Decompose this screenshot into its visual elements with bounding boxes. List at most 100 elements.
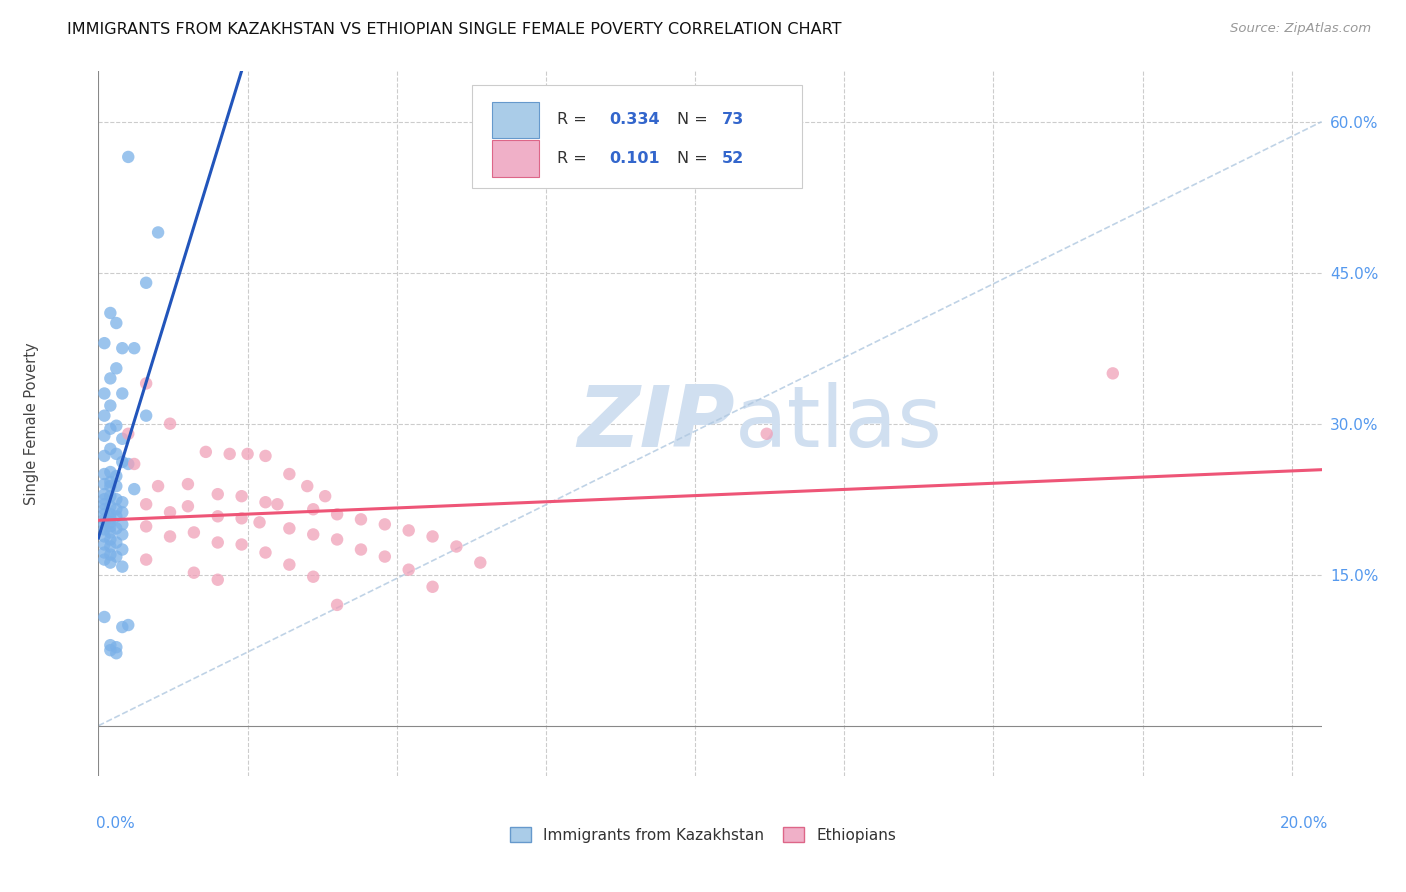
Text: 52: 52 <box>723 152 745 166</box>
Point <box>105 549 128 564</box>
Point <box>98 422 121 436</box>
Bar <box>492 140 538 177</box>
Point <box>117 426 139 441</box>
Point <box>302 502 325 516</box>
Point <box>177 477 200 491</box>
Point <box>111 620 134 634</box>
Point <box>470 556 492 570</box>
Point <box>302 527 325 541</box>
Point <box>105 502 128 516</box>
Point <box>374 517 396 532</box>
Point <box>117 457 139 471</box>
Text: 0.334: 0.334 <box>610 112 661 127</box>
Point <box>98 442 121 456</box>
Text: Source: ZipAtlas.com: Source: ZipAtlas.com <box>1230 22 1371 36</box>
Point <box>374 549 396 564</box>
Text: 20.0%: 20.0% <box>1281 816 1329 831</box>
Point <box>105 418 128 433</box>
Text: R =: R = <box>557 152 598 166</box>
Point <box>93 487 115 501</box>
Text: atlas: atlas <box>734 382 942 466</box>
Point <box>105 447 128 461</box>
Point <box>278 521 301 535</box>
Point <box>297 479 319 493</box>
Point <box>105 535 128 549</box>
Bar <box>492 102 538 138</box>
Point <box>93 467 115 481</box>
Point <box>105 479 128 493</box>
Point <box>135 409 157 423</box>
Point <box>422 529 444 543</box>
Point <box>98 306 121 320</box>
Point <box>231 537 253 551</box>
Point <box>111 559 134 574</box>
Point <box>350 512 373 526</box>
Text: 0.0%: 0.0% <box>96 816 135 831</box>
Point <box>111 386 134 401</box>
Point <box>159 529 181 543</box>
Point <box>93 545 115 559</box>
Point <box>93 508 115 522</box>
Point <box>266 497 288 511</box>
Point <box>218 447 240 461</box>
Point <box>183 566 205 580</box>
Point <box>111 432 134 446</box>
Point <box>326 508 349 522</box>
Point <box>93 492 115 507</box>
Point <box>98 500 121 514</box>
Point <box>302 570 325 584</box>
Point <box>146 479 169 493</box>
Text: ZIP: ZIP <box>576 382 734 466</box>
Point <box>254 449 277 463</box>
Point <box>93 429 115 443</box>
Point <box>207 509 229 524</box>
Point <box>207 487 229 501</box>
FancyBboxPatch shape <box>471 86 801 187</box>
Point <box>254 495 277 509</box>
Point <box>207 535 229 549</box>
Point <box>98 508 121 522</box>
Point <box>93 336 115 351</box>
Text: Single Female Poverty: Single Female Poverty <box>24 343 38 505</box>
Point <box>105 469 128 483</box>
Point <box>177 500 200 514</box>
Point <box>183 525 205 540</box>
Point <box>194 445 217 459</box>
Point <box>98 399 121 413</box>
Point <box>122 341 145 355</box>
Point <box>93 610 115 624</box>
Point <box>111 455 134 469</box>
Point <box>98 516 121 530</box>
Point <box>254 545 277 559</box>
Point <box>93 512 115 526</box>
Point <box>105 492 128 507</box>
Point <box>105 316 128 330</box>
Point <box>122 482 145 496</box>
Point <box>159 417 181 431</box>
Point <box>111 495 134 509</box>
Point <box>117 618 139 632</box>
Point <box>105 640 128 655</box>
Point <box>98 371 121 385</box>
Legend: Immigrants from Kazakhstan, Ethiopians: Immigrants from Kazakhstan, Ethiopians <box>503 821 903 848</box>
Point <box>98 548 121 562</box>
Point <box>98 525 121 540</box>
Point <box>249 516 271 530</box>
Point <box>314 489 336 503</box>
Point <box>93 497 115 511</box>
Point <box>98 519 121 533</box>
Point <box>350 542 373 557</box>
Point <box>446 540 468 554</box>
Point <box>93 386 115 401</box>
Point <box>236 447 259 461</box>
Point <box>207 573 229 587</box>
Point <box>135 519 157 533</box>
Text: 73: 73 <box>723 112 745 127</box>
Point <box>135 376 157 391</box>
Point <box>117 150 139 164</box>
Text: IMMIGRANTS FROM KAZAKHSTAN VS ETHIOPIAN SINGLE FEMALE POVERTY CORRELATION CHART: IMMIGRANTS FROM KAZAKHSTAN VS ETHIOPIAN … <box>67 22 842 37</box>
Point <box>122 457 145 471</box>
Point <box>105 521 128 535</box>
Point <box>98 479 121 493</box>
Point <box>146 226 169 240</box>
